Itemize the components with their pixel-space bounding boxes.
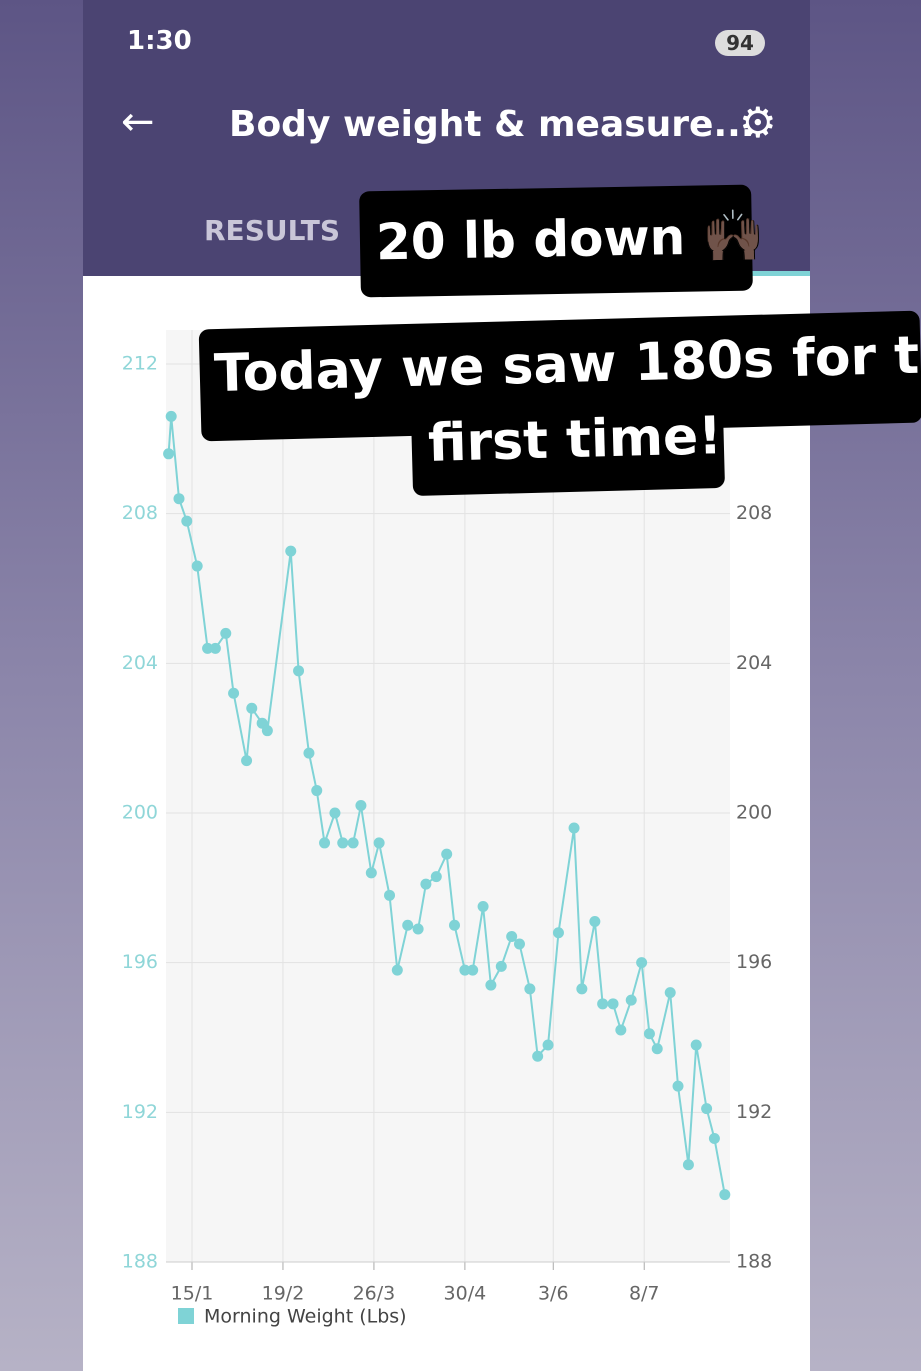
data-point bbox=[636, 957, 648, 969]
data-point bbox=[285, 545, 297, 557]
data-point bbox=[477, 901, 489, 913]
settings-button[interactable]: ⚙ bbox=[739, 98, 777, 147]
x-tick-label: 26/3 bbox=[353, 1283, 396, 1305]
x-tick-label: 8/7 bbox=[629, 1283, 660, 1305]
x-tick-label: 3/6 bbox=[538, 1283, 569, 1305]
y2-tick-label: 200 bbox=[736, 802, 772, 824]
data-point bbox=[495, 960, 507, 972]
data-point bbox=[163, 448, 175, 460]
data-point bbox=[448, 919, 460, 931]
data-point bbox=[303, 747, 315, 759]
data-point bbox=[355, 800, 367, 812]
data-point bbox=[181, 515, 193, 527]
results-tab[interactable]: RESULTS bbox=[204, 214, 341, 247]
y-tick-label: 196 bbox=[122, 951, 158, 973]
data-point bbox=[165, 410, 177, 422]
data-point bbox=[690, 1039, 702, 1051]
y-tick-label: 188 bbox=[122, 1251, 158, 1273]
data-point bbox=[384, 889, 396, 901]
message-line-2: first time! bbox=[427, 406, 723, 474]
y2-tick-label: 208 bbox=[736, 502, 772, 524]
data-point bbox=[589, 916, 601, 928]
data-point bbox=[719, 1189, 731, 1201]
data-point bbox=[261, 725, 273, 737]
data-point bbox=[651, 1043, 663, 1055]
data-point bbox=[643, 1028, 655, 1040]
y2-tick-label: 204 bbox=[736, 652, 772, 674]
data-point bbox=[459, 964, 471, 976]
y-tick-label: 204 bbox=[122, 652, 158, 674]
battery: 94 bbox=[715, 30, 765, 56]
data-point bbox=[513, 938, 525, 950]
data-point bbox=[441, 848, 453, 860]
y2-tick-label: 188 bbox=[736, 1251, 772, 1273]
data-point bbox=[329, 807, 341, 819]
y-tick-label: 208 bbox=[122, 502, 158, 524]
y-tick-label: 200 bbox=[122, 802, 158, 824]
data-point bbox=[532, 1050, 544, 1062]
data-point bbox=[625, 994, 637, 1006]
data-point bbox=[701, 1103, 713, 1115]
data-point bbox=[542, 1039, 554, 1051]
data-point bbox=[420, 878, 432, 890]
y2-tick-label: 192 bbox=[736, 1101, 772, 1123]
data-point bbox=[220, 627, 232, 639]
data-point bbox=[615, 1024, 627, 1036]
status-time: 1:30 bbox=[127, 26, 192, 56]
caption: 20 lb down 🙌🏿 bbox=[375, 206, 766, 272]
data-point bbox=[246, 702, 258, 714]
data-point bbox=[209, 642, 221, 654]
data-point bbox=[576, 983, 588, 995]
data-point bbox=[708, 1133, 720, 1145]
back-button[interactable]: ← bbox=[121, 99, 155, 145]
y-tick-label: 212 bbox=[122, 353, 158, 375]
y-tick-label: 192 bbox=[122, 1101, 158, 1123]
app-title: Body weight & measure... bbox=[229, 104, 755, 145]
legend-swatch bbox=[178, 1308, 194, 1324]
data-point bbox=[412, 923, 424, 935]
data-point bbox=[319, 837, 331, 849]
x-tick-label: 19/2 bbox=[262, 1283, 305, 1305]
y2-tick-label: 196 bbox=[736, 951, 772, 973]
x-tick-label: 15/1 bbox=[171, 1283, 214, 1305]
data-point bbox=[682, 1159, 694, 1171]
data-point bbox=[506, 930, 518, 942]
legend-label: Morning Weight (Lbs) bbox=[204, 1306, 407, 1328]
data-point bbox=[607, 998, 619, 1010]
data-point bbox=[672, 1080, 684, 1092]
data-point bbox=[191, 560, 203, 572]
data-point bbox=[202, 642, 214, 654]
data-point bbox=[664, 987, 676, 999]
data-point bbox=[228, 687, 240, 699]
data-point bbox=[391, 964, 403, 976]
data-point bbox=[173, 493, 185, 505]
data-point bbox=[402, 919, 414, 931]
data-point bbox=[568, 822, 580, 834]
data-point bbox=[337, 837, 349, 849]
data-point bbox=[430, 871, 442, 883]
data-point bbox=[373, 837, 385, 849]
series-line bbox=[167, 416, 726, 1195]
x-tick-label: 30/4 bbox=[444, 1283, 487, 1305]
data-point bbox=[552, 927, 564, 939]
data-point bbox=[597, 998, 609, 1010]
data-point bbox=[347, 837, 359, 849]
data-point bbox=[293, 665, 305, 677]
data-point bbox=[241, 755, 253, 767]
data-point bbox=[311, 785, 323, 797]
data-point bbox=[365, 867, 377, 879]
data-point bbox=[485, 979, 497, 991]
data-point bbox=[467, 964, 479, 976]
data-point bbox=[524, 983, 536, 995]
